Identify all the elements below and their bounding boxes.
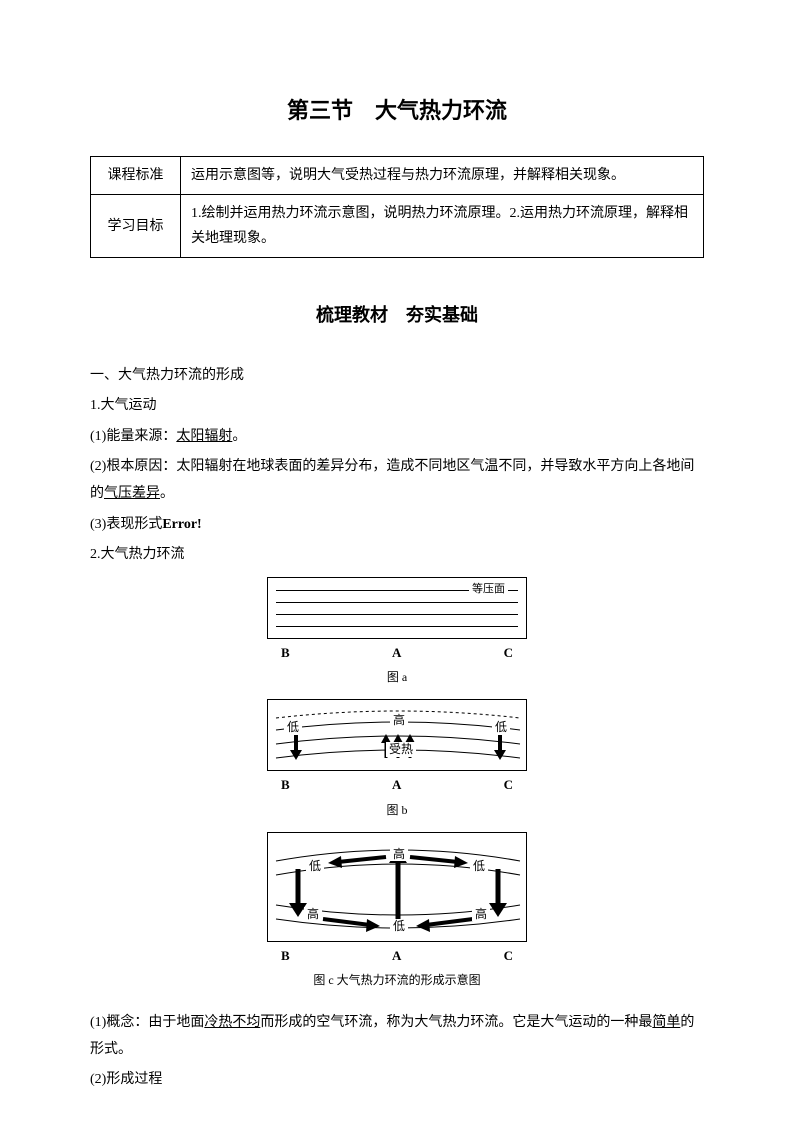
- p3a: (2)根本原因：太阳辐射在地球表面的差异分布，造成不同地区气温不同，并导致水平方…: [90, 459, 694, 501]
- p4b-error: Error!: [162, 517, 201, 532]
- standards-table: 课程标准 运用示意图等，说明大气受热过程与热力环流原理，并解释相关现象。 学习目…: [90, 156, 704, 259]
- diag-c-B: B: [281, 944, 290, 969]
- row2-label: 学习目标: [91, 194, 181, 257]
- diag-a-caption: 图 a: [387, 666, 407, 689]
- p3b-underline: 气压差异: [104, 486, 160, 501]
- diag-b-low-right: 低: [492, 720, 510, 734]
- p6d-underline: 简单: [652, 1015, 680, 1030]
- diag-c-low-b: 低: [390, 919, 408, 933]
- diag-b-A: A: [392, 773, 401, 798]
- row2-text: 1.绘制并运用热力环流示意图，说明热力环流原理。2.运用热力环流原理，解释相关地…: [181, 194, 704, 257]
- diag-b-B: B: [281, 773, 290, 798]
- diagram-area: 等压面 B A C 图 a 低 高 低: [90, 577, 704, 1002]
- p2b-underline: 太阳辐射: [176, 429, 232, 444]
- diag-b-low-left: 低: [284, 720, 302, 734]
- p2c: 。: [232, 429, 246, 444]
- p6a: (1)概念：由于地面: [90, 1015, 204, 1030]
- diag-c-low-tr: 低: [470, 859, 488, 873]
- diag-b-caption: 图 b: [386, 799, 407, 822]
- p2a: (1)能量来源：: [90, 429, 176, 444]
- para-7: (2)形成过程: [90, 1067, 704, 1094]
- diag-a-C: C: [504, 641, 513, 666]
- diagram-c: 低 高 低 高 低 高: [267, 832, 527, 942]
- section-subtitle: 梳理教材 夯实基础: [90, 298, 704, 332]
- diag-a-isobaric: 等压面: [469, 583, 508, 596]
- table-row: 课程标准 运用示意图等，说明大气受热过程与热力环流原理，并解释相关现象。: [91, 156, 704, 194]
- diag-c-caption: 图 c 大气热力环流的形成示意图: [313, 969, 480, 992]
- diag-a-A: A: [392, 641, 401, 666]
- diag-c-high-t: 高: [390, 847, 408, 861]
- diag-c-low-tl: 低: [306, 859, 324, 873]
- heading-1: 一、大气热力环流的形成: [90, 363, 704, 390]
- p4a: (3)表现形式: [90, 517, 162, 532]
- diag-b-C: C: [504, 773, 513, 798]
- p3c: 。: [160, 486, 174, 501]
- para-2: (1)能量来源：太阳辐射。: [90, 424, 704, 451]
- para-4: (3)表现形式Error!: [90, 512, 704, 539]
- para-6: (1)概念：由于地面冷热不均而形成的空气环流，称为大气热力环流。它是大气运动的一…: [90, 1010, 704, 1063]
- p6b-underline: 冷热不均: [204, 1015, 260, 1030]
- table-row: 学习目标 1.绘制并运用热力环流示意图，说明热力环流原理。2.运用热力环流原理，…: [91, 194, 704, 257]
- para-5: 2.大气热力环流: [90, 542, 704, 569]
- row1-label: 课程标准: [91, 156, 181, 194]
- diag-b-heated: 受热: [386, 742, 416, 756]
- page-title: 第三节 大气热力环流: [90, 90, 704, 132]
- diag-c-A: A: [392, 944, 401, 969]
- diag-c-C: C: [504, 944, 513, 969]
- diag-b-high: 高: [390, 713, 408, 727]
- p6c: 而形成的空气环流，称为大气热力环流。它是大气运动的一种最: [260, 1015, 652, 1030]
- row1-text: 运用示意图等，说明大气受热过程与热力环流原理，并解释相关现象。: [181, 156, 704, 194]
- para-3: (2)根本原因：太阳辐射在地球表面的差异分布，造成不同地区气温不同，并导致水平方…: [90, 454, 704, 507]
- para-1: 1.大气运动: [90, 393, 704, 420]
- diag-c-high-br: 高: [472, 907, 490, 921]
- diag-c-high-bl: 高: [304, 907, 322, 921]
- diagram-a: 等压面: [267, 577, 527, 639]
- diag-a-B: B: [281, 641, 290, 666]
- diagram-b: 低 高 低 受热: [267, 699, 527, 771]
